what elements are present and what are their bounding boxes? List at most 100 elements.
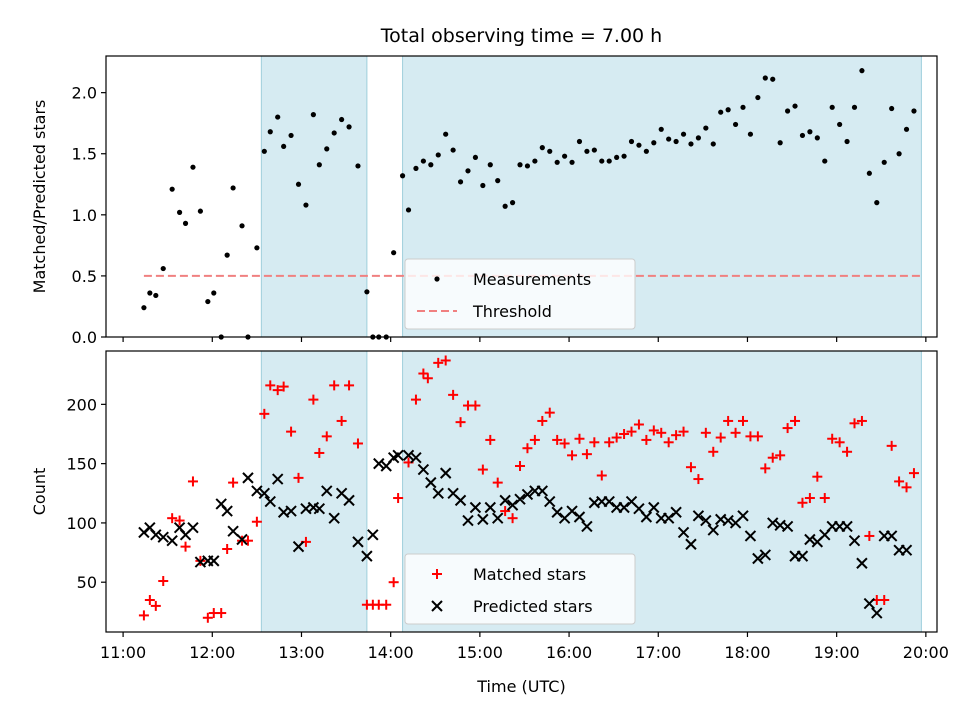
axes-frame [105,55,938,338]
legend-marker [431,600,443,612]
data-point [454,494,467,507]
data-point [551,506,563,518]
legend-label: Measurements [473,270,591,289]
data-point [640,511,653,523]
data-point [866,170,872,176]
data-point [480,182,486,189]
data-point [755,94,761,101]
data-point [450,147,456,153]
data-point [759,549,772,561]
data-point [554,159,560,165]
data-point [500,506,511,517]
y-tick-label: 1.5 [72,145,97,164]
data-point [507,513,518,524]
data-point [881,159,887,165]
data-point [559,438,570,449]
y-tick-label: 100 [66,514,97,533]
data-point [732,121,739,128]
data-point [339,116,345,123]
data-point [517,162,523,168]
data-point [228,477,239,488]
data-point [851,104,858,110]
axes-frame [105,350,938,633]
x-tick-label: 15:00 [457,643,503,662]
data-point [829,104,835,110]
data-point [740,104,746,110]
data-point [671,430,682,441]
data-point [700,427,711,438]
data-point [626,426,637,437]
data-point [725,107,731,113]
data-point [264,495,276,508]
data-point [804,493,815,504]
data-point [167,513,178,524]
data-point [328,512,340,524]
data-point [643,148,649,154]
data-point [522,443,533,454]
data-point [662,512,675,524]
data-point [692,510,705,522]
data-point [903,126,910,132]
data-point [321,485,333,497]
data-point [762,75,768,81]
data-point [901,482,912,493]
data-point [663,437,674,448]
data-point [636,142,642,148]
data-point [492,512,504,524]
data-point [896,151,902,157]
data-point [470,400,481,411]
data-point [566,505,578,517]
data-point [792,103,798,109]
data-point [485,434,496,445]
data-point [859,68,865,74]
data-point [157,531,169,543]
data-point [871,607,883,619]
legend-marker [432,569,442,579]
data-point [166,534,178,547]
data-point [710,141,716,147]
data-point [205,298,211,305]
data-point [856,557,868,569]
data-point [138,610,149,621]
data-point [153,292,159,299]
data-point [848,534,861,547]
data-point [373,457,385,470]
data-point [367,529,379,541]
data-point [182,220,189,226]
data-point [591,147,597,153]
data-point [230,185,236,191]
data-point [782,423,793,434]
data-point [261,148,267,154]
data-point [355,163,361,169]
data-point [190,164,196,170]
data-point [462,514,474,527]
data-point [267,129,273,135]
data-point [224,252,230,258]
data-point [752,552,764,565]
data-point [150,529,162,541]
data-point [886,440,897,451]
x-axis-label: Time (UTC) [476,677,565,696]
data-point [619,428,630,439]
data-point [908,468,919,479]
data-point [775,450,786,461]
legend-box [404,258,636,330]
data-point [567,450,578,461]
data-point [544,407,555,418]
data-point [176,209,183,215]
legend-label: Threshold [472,302,552,321]
data-point [547,148,553,154]
data-point [796,550,809,562]
data-point [439,467,452,479]
data-point [435,152,441,158]
data-point [688,141,694,147]
data-point [723,415,734,426]
series-matched-stars [138,355,919,623]
data-point [827,433,838,444]
data-point [308,394,319,405]
data-point [251,485,263,497]
x-tick-label: 12:00 [189,643,235,662]
data-point [770,76,776,82]
data-point [202,612,213,623]
